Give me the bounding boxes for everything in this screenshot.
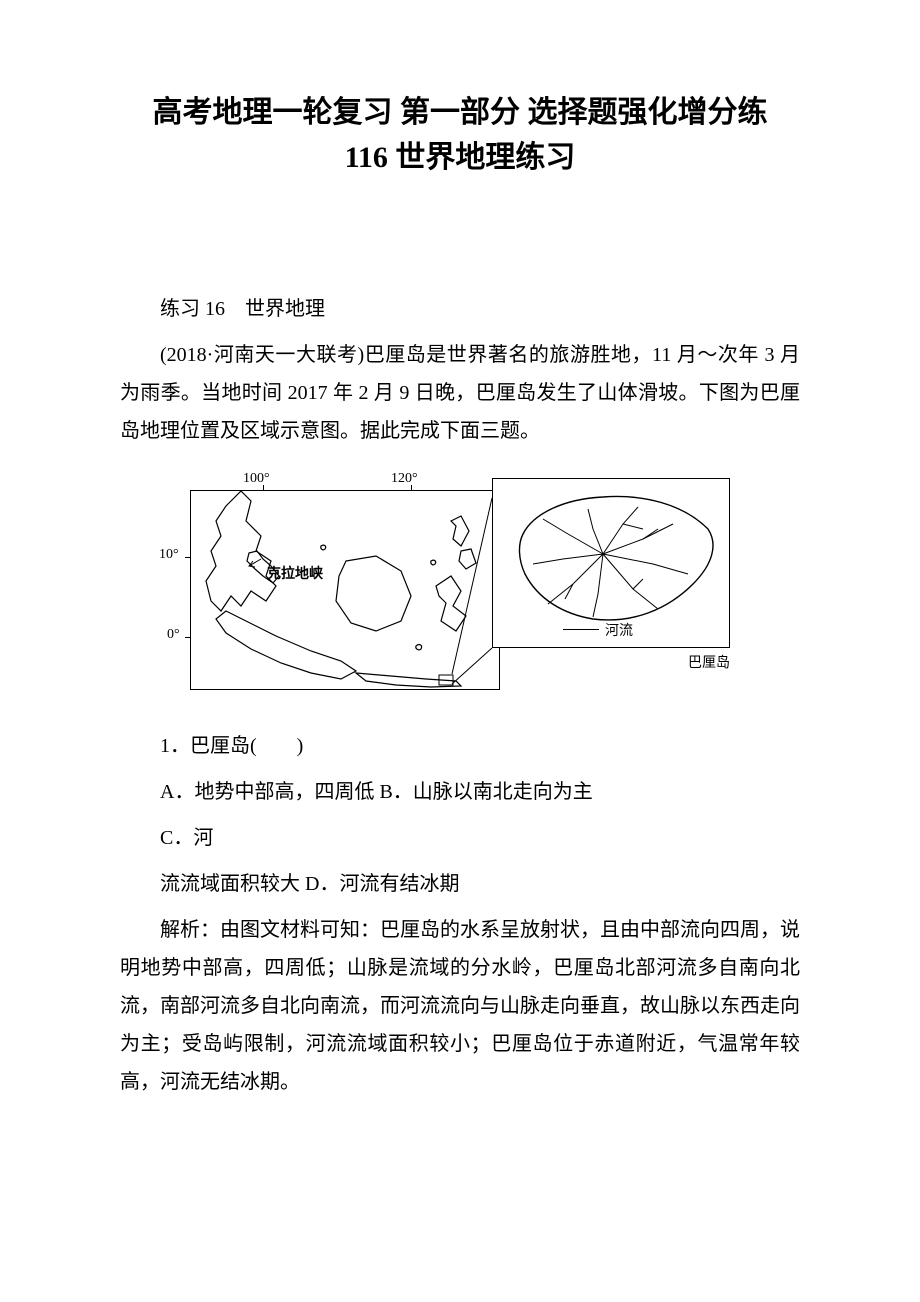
sulawesi-path xyxy=(436,576,466,631)
lon-label-100: 100° xyxy=(243,471,270,487)
question-1-stem: 1．巴厘岛( ) xyxy=(120,727,800,765)
bali-outline xyxy=(519,496,713,619)
question-1-options-ab: A．地势中部高，四周低 B．山脉以南北走向为主 xyxy=(120,773,800,811)
title-line-1: 高考地理一轮复习 第一部分 选择题强化增分练 xyxy=(153,96,768,129)
river-legend-label: 河流 xyxy=(605,620,633,640)
bali-inset-map: 河流 xyxy=(492,478,730,648)
title-line-2: 116 世界地理练习 xyxy=(345,141,576,174)
lat-label-0: 0° xyxy=(167,627,180,643)
river-legend-line xyxy=(563,629,599,630)
bali-rivers xyxy=(533,507,688,617)
intro-paragraph: (2018·河南天一大联考)巴厘岛是世界著名的旅游胜地，11 月～次年 3 月为… xyxy=(120,336,800,450)
regional-map-svg xyxy=(191,491,501,691)
philippines-path xyxy=(451,516,476,569)
kra-isthmus-label: 克拉地峡 xyxy=(267,563,323,583)
lat-label-10: 10° xyxy=(159,547,179,563)
regional-map: 100° 120° 10° 0° xyxy=(190,490,500,690)
section-heading: 练习 16 世界地理 xyxy=(120,290,800,328)
question-1-option-c: C．河 xyxy=(120,819,800,857)
sumatra-path xyxy=(216,611,356,679)
mainland-path xyxy=(206,491,276,611)
figure-container: 100° 120° 10° 0° xyxy=(120,468,800,709)
map-figure: 100° 120° 10° 0° xyxy=(190,468,730,704)
small-islands-path xyxy=(321,545,436,650)
question-1-option-c-cont: 流流域面积较大 D．河流有结冰期 xyxy=(120,865,800,903)
page-title: 高考地理一轮复习 第一部分 选择题强化增分练 116 世界地理练习 xyxy=(120,90,800,180)
kra-arrow xyxy=(249,559,261,567)
bali-island-label: 巴厘岛 xyxy=(688,652,730,706)
explanation-paragraph: 解析：由图文材料可知：巴厘岛的水系呈放射状，且由中部流向四周，说明地势中部高，四… xyxy=(120,911,800,1101)
lon-label-120: 120° xyxy=(391,471,418,487)
borneo-path xyxy=(336,556,411,631)
